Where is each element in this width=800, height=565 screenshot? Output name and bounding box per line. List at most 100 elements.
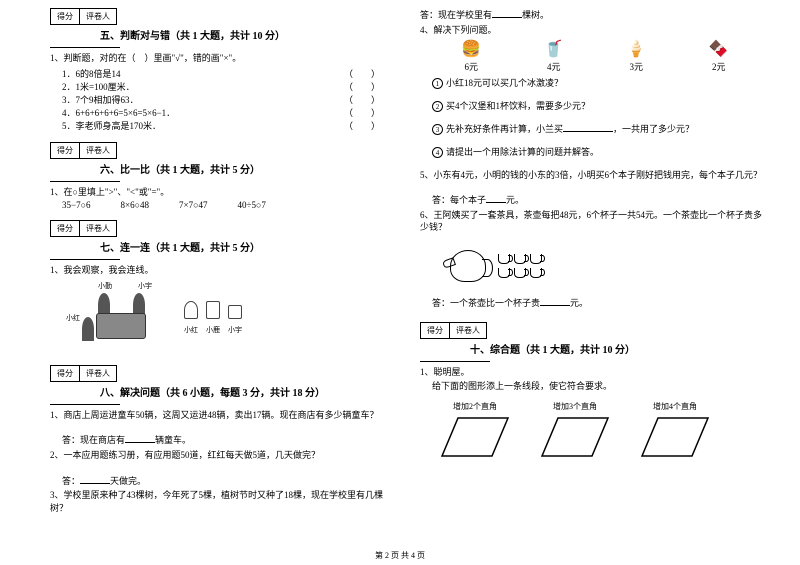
a6-post: 元。 bbox=[570, 298, 588, 308]
s8-q2: 2、一本应用题练习册，有应用题50道，红红每天做5道，几天做完？ bbox=[50, 449, 400, 462]
drink-icon: 🥤 bbox=[544, 42, 564, 58]
num-1-icon: 1 bbox=[432, 78, 443, 89]
object-icon bbox=[206, 301, 220, 319]
s5-item-3-text: 3．7个9相加得63． bbox=[62, 93, 139, 106]
grader-label: 评卷人 bbox=[80, 142, 117, 159]
a3-pre: 答：现在学校里有 bbox=[420, 10, 492, 20]
paren: （ ） bbox=[344, 119, 380, 132]
a1-pre: 答：现在商店有 bbox=[62, 435, 125, 445]
shape-lbl-1: 增加2个直角 bbox=[440, 401, 510, 412]
s5-item-3: 3．7个9相加得63． （ ） bbox=[50, 93, 400, 106]
s5-intro: 1、判断题，对的在（ ）里画"√"，错的画"×"。 bbox=[50, 52, 400, 65]
q4-sub3-pre: 先补充好条件再计算，小兰买 bbox=[446, 124, 563, 134]
s6-intro: 1、在○里填上">"、"<"或"="。 bbox=[50, 186, 400, 199]
a3-post: 棵树。 bbox=[522, 10, 549, 20]
btm-lbl-3: 小宇 bbox=[228, 325, 242, 335]
food-3: 🍦3元 bbox=[626, 42, 646, 73]
s5-item-1-text: 1．6的8倍是14 bbox=[62, 67, 121, 80]
s6-expr-4: 40÷5○7 bbox=[238, 200, 266, 210]
s5-item-2: 2．1米=100厘米． （ ） bbox=[50, 80, 400, 93]
teaset-figure bbox=[450, 240, 590, 292]
num-4-icon: 4 bbox=[432, 147, 443, 158]
shape-1: 增加2个直角 bbox=[440, 401, 510, 458]
lbl-xiaohong: 小红 bbox=[66, 313, 80, 323]
s5-item-5-text: 5．李老师身高是170米． bbox=[62, 119, 161, 132]
trapezoid-icon bbox=[440, 416, 510, 458]
grader-label: 评卷人 bbox=[450, 322, 487, 339]
s5-item-1: 1．6的8倍是14 （ ） bbox=[50, 67, 400, 80]
q4-sub3-post: ，一共用了多少元？ bbox=[613, 124, 694, 134]
object-icons: 小红 小鹿 小宇 bbox=[184, 301, 242, 335]
s7-figure: 小勤 小宇 小红 小红 小鹿 小宇 bbox=[70, 283, 250, 353]
grader-label: 评卷人 bbox=[80, 8, 117, 25]
paren: （ ） bbox=[344, 67, 380, 80]
q4-sub3: 3先补充好条件再计算，小兰买，一共用了多少元？ bbox=[420, 122, 770, 136]
s8-a6: 答：一个茶壶比一个杯子贵元。 bbox=[420, 296, 770, 310]
s7-intro: 1、我会观察，我会连线。 bbox=[50, 264, 400, 277]
page-footer: 第 2 页 共 4 页 bbox=[0, 550, 800, 561]
lbl-xiaoqin: 小勤 bbox=[98, 281, 112, 291]
cup-icon bbox=[514, 254, 526, 264]
section-6-title: 六、比一比（共 1 大题，共计 5 分） bbox=[100, 161, 400, 176]
s5-item-2-text: 2．1米=100厘米． bbox=[62, 80, 135, 93]
section-8-title: 八、解决问题（共 6 小题，每题 3 分，共计 18 分） bbox=[100, 384, 400, 399]
cup-icon bbox=[498, 254, 510, 264]
btm-lbl-1: 小红 bbox=[184, 325, 198, 335]
q4-sub2-text: 买4个汉堡和1杯饮料，需要多少元？ bbox=[446, 101, 590, 111]
people-around-table: 小勤 小宇 小红 bbox=[78, 283, 168, 353]
a5-pre: 答：每个本子 bbox=[432, 195, 486, 205]
lbl-xiaoyu: 小宇 bbox=[138, 281, 152, 291]
food-4: 🍫 2元 bbox=[709, 42, 729, 73]
s8-q1: 1、商店上周运进童车50辆，这周又运进48辆，卖出17辆。现在商店有多少辆童车？ bbox=[50, 409, 400, 422]
price-4: 2元 bbox=[709, 60, 729, 73]
blank bbox=[540, 296, 570, 306]
cups-group bbox=[498, 254, 542, 278]
food-2: 🥤4元 bbox=[544, 42, 564, 73]
blank bbox=[486, 193, 506, 203]
score-label: 得分 bbox=[420, 322, 450, 339]
blank bbox=[563, 122, 613, 132]
object-icon bbox=[228, 305, 242, 319]
score-label: 得分 bbox=[50, 365, 80, 382]
section-10-title: 十、综合题（共 1 大题，共计 10 分） bbox=[470, 341, 770, 356]
paren: （ ） bbox=[344, 93, 380, 106]
s5-item-4: 4．6+6+6+6+6=5×6=5×6−1． （ ） bbox=[50, 106, 400, 119]
section-5-title: 五、判断对与错（共 1 大题，共计 10 分） bbox=[100, 27, 400, 42]
q4-sub4: 4请提出一个用除法计算的问题并解答。 bbox=[420, 146, 770, 159]
trapezoid-icon bbox=[640, 416, 710, 458]
trapezoid-icon bbox=[540, 416, 610, 458]
s8-q4-intro: 4、解决下列问题。 bbox=[420, 24, 770, 37]
a5-post: 元。 bbox=[506, 195, 524, 205]
score-box-s5: 得分 评卷人 bbox=[50, 8, 400, 25]
right-column: 答：现在学校里有棵树。 4、解决下列问题。 🍔6元 🥤4元 🍦3元 🍫2元 1小… bbox=[420, 8, 770, 516]
food-row: 🍔6元 🥤4元 🍦3元 🍫2元 bbox=[420, 42, 770, 73]
q4-sub2: 2买4个汉堡和1杯饮料，需要多少元？ bbox=[420, 100, 770, 113]
grader-label: 评卷人 bbox=[80, 365, 117, 382]
object-icon bbox=[184, 301, 198, 319]
divider bbox=[420, 361, 490, 362]
cup-icon bbox=[530, 254, 542, 264]
left-column: 得分 评卷人 五、判断对与错（共 1 大题，共计 10 分） 1、判断题，对的在… bbox=[50, 8, 400, 516]
paren: （ ） bbox=[344, 80, 380, 93]
s6-expr-3: 7×7○47 bbox=[179, 200, 208, 210]
s6-row: 35−7○6 8×6○48 7×7○47 40÷5○7 bbox=[50, 200, 400, 210]
page-container: 得分 评卷人 五、判断对与错（共 1 大题，共计 10 分） 1、判断题，对的在… bbox=[0, 0, 800, 536]
s6-expr-1: 35−7○6 bbox=[62, 200, 91, 210]
shape-2: 增加3个直角 bbox=[540, 401, 610, 458]
s8-q3: 3、学校里原来种了43棵树，今年死了5棵，植树节时又种了18棵，现在学校里有几棵… bbox=[50, 489, 400, 514]
s10-intro: 1、聪明屋。 bbox=[420, 366, 770, 379]
s10-sub: 给下面的图形添上一条线段，使它符合要求。 bbox=[420, 380, 770, 393]
cup-icon bbox=[498, 268, 510, 278]
s8-a5: 答：每个本子 元。 bbox=[420, 193, 770, 207]
shape-lbl-3: 增加4个直角 bbox=[640, 401, 710, 412]
score-label: 得分 bbox=[50, 220, 80, 237]
score-box-s8: 得分 评卷人 bbox=[50, 365, 400, 382]
teapot-icon bbox=[450, 250, 486, 282]
s8-q5: 5、小东有4元，小明的钱的小东的3倍，小明买6个本子刚好把钱用完，每个本子几元？ bbox=[420, 169, 770, 182]
s5-item-4-text: 4．6+6+6+6+6=5×6=5×6−1． bbox=[62, 106, 175, 119]
paren: （ ） bbox=[344, 106, 380, 119]
q4-sub1-text: 小红18元可以买几个冰激凌？ bbox=[446, 78, 563, 88]
q4-sub1: 1小红18元可以买几个冰激凌？ bbox=[420, 77, 770, 90]
choc-icon: 🍫 bbox=[709, 42, 729, 58]
s8-a2: 答：天做完。 bbox=[50, 474, 400, 488]
